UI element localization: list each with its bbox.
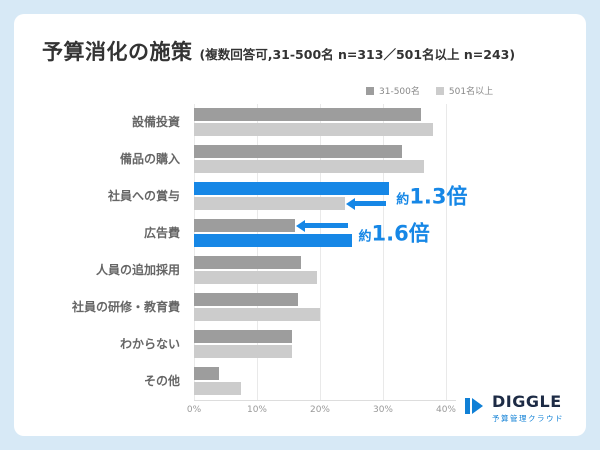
ratio-prefix: 約 — [396, 192, 410, 207]
x-axis-line — [194, 400, 456, 401]
bar — [194, 382, 242, 395]
gridline — [320, 104, 321, 400]
bar-group — [194, 104, 569, 141]
chart-row: 設備投資 — [44, 104, 569, 141]
bar-group — [194, 252, 569, 289]
bar — [194, 271, 317, 284]
category-label: 設備投資 — [131, 115, 180, 129]
bar — [194, 330, 292, 343]
x-tick-label: 10% — [246, 405, 267, 415]
legend-item: 31-500名 — [366, 84, 420, 97]
category-label: 社員への賞与 — [107, 189, 180, 203]
bar — [194, 256, 302, 269]
bar — [194, 145, 402, 158]
bar-group — [194, 289, 569, 326]
x-tick-label: 0% — [186, 405, 202, 415]
legend-label: 31-500名 — [379, 87, 420, 97]
page-title: 予算消化の施策 — [42, 40, 193, 64]
gridline — [446, 104, 447, 400]
diggle-logo-icon — [465, 398, 483, 414]
category-label: 備品の購入 — [119, 152, 180, 166]
legend-swatch — [435, 86, 444, 95]
arrow-shaft — [303, 223, 349, 228]
brand-text: DIGGLE 予算管理クラウド — [492, 394, 564, 424]
legend-label: 501名以上 — [448, 87, 494, 97]
highlight-bar — [194, 234, 352, 247]
highlight-bar — [194, 182, 390, 195]
page-subtitle: (複数回答可,31-500名 n=313／501名以上 n=243) — [199, 47, 516, 62]
x-tick-label: 30% — [372, 405, 393, 415]
category-label: その他 — [143, 374, 180, 388]
legend-swatch — [366, 86, 374, 95]
brand-name: DIGGLE — [492, 392, 562, 411]
arrow-head-icon — [346, 197, 356, 210]
bar-group: 約1.6倍 — [194, 215, 569, 252]
category-label: わからない — [119, 337, 180, 351]
gridline — [257, 104, 258, 400]
bar — [194, 123, 434, 136]
bar — [194, 345, 292, 358]
bar — [194, 108, 421, 121]
arrow-shaft — [354, 201, 387, 206]
chart-row: 人員の追加採用 — [44, 252, 569, 289]
ratio-annotation: 約1.3倍 — [396, 186, 467, 207]
gridline — [383, 104, 384, 400]
bar-chart: 設備投資 備品の購入 社員への賞与 約1.3倍 広告費 約1.6倍 人員の追加採用 社員の研修… — [44, 104, 569, 420]
x-tick-label: 40% — [435, 405, 456, 415]
category-label: 社員の研修・教育費 — [71, 300, 180, 314]
ratio-annotation: 約1.6倍 — [359, 223, 430, 244]
ratio-value: 1.3倍 — [409, 184, 468, 208]
chart-row: 備品の購入 — [44, 141, 569, 178]
ratio-value: 1.6倍 — [371, 221, 430, 245]
chart-card: 予算消化の施策 (複数回答可,31-500名 n=313／501名以上 n=24… — [14, 14, 586, 436]
arrow-head-icon — [295, 219, 305, 232]
legend-item: 501名以上 — [435, 84, 494, 97]
ratio-arrow — [346, 197, 387, 210]
category-label: 広告費 — [143, 226, 180, 240]
bar — [194, 219, 295, 232]
chart-row: 広告費 約1.6倍 — [44, 215, 569, 252]
bar-group: 約1.3倍 — [194, 178, 569, 215]
bar-group — [194, 363, 569, 400]
chart-row: 社員の研修・教育費 — [44, 289, 569, 326]
bar — [194, 197, 346, 210]
title-row: 予算消化の施策 (複数回答可,31-500名 n=313／501名以上 n=24… — [42, 36, 515, 66]
brand-subtitle: 予算管理クラウド — [492, 414, 564, 423]
brand-footer: DIGGLE 予算管理クラウド — [462, 394, 564, 424]
category-label: 人員の追加採用 — [95, 263, 180, 277]
chart-row: わからない — [44, 326, 569, 363]
chart-row: 社員への賞与 約1.3倍 — [44, 178, 569, 215]
bar — [194, 293, 298, 306]
gridline — [194, 104, 195, 400]
ratio-prefix: 約 — [358, 229, 372, 244]
x-tick-label: 20% — [309, 405, 330, 415]
bar — [194, 160, 424, 173]
chart-legend: 31-500名 501名以上 — [366, 84, 493, 97]
bar — [194, 308, 320, 321]
bar — [194, 367, 220, 380]
ratio-arrow — [295, 219, 349, 232]
chart-row: その他 — [44, 363, 569, 400]
bar-group — [194, 141, 569, 178]
bar-group — [194, 326, 569, 363]
